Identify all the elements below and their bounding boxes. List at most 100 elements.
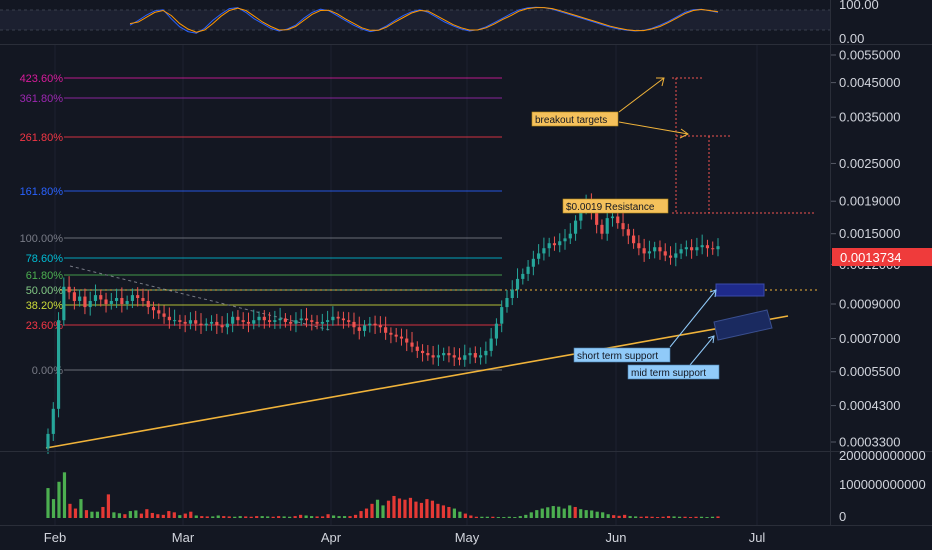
breakout-targets-label[interactable]: breakout targets: [531, 111, 619, 127]
fib-level-label: 50.00%: [26, 285, 64, 297]
volume-bar: [57, 481, 61, 518]
volume-bar: [650, 516, 654, 518]
stoch-series-line: [129, 7, 719, 33]
candle-body: [658, 247, 662, 252]
candle-body: [500, 307, 504, 324]
volume-bar: [392, 495, 396, 518]
last-price-value: 0.0013734: [840, 250, 901, 265]
candle-body: [67, 286, 71, 293]
candle-body: [336, 316, 340, 319]
price-tick-label: 0.0009000: [839, 296, 900, 311]
candle-body: [299, 318, 303, 321]
volume-bar: [161, 514, 165, 518]
candle-body: [151, 307, 156, 311]
volume-bar: [535, 510, 539, 518]
candle-body: [78, 296, 82, 301]
stoch-pane: 100.00 0.00: [0, 0, 879, 46]
candle-body: [220, 325, 224, 328]
volume-bar: [623, 514, 627, 518]
volume-bar: [277, 516, 281, 518]
candle-body: [183, 321, 187, 324]
candle-body: [315, 321, 319, 324]
volume-bar: [529, 512, 533, 518]
volume-bar: [425, 499, 429, 518]
fib-level-label: 78.60%: [26, 253, 64, 265]
candle-body: [178, 320, 182, 322]
volume-bar: [430, 500, 435, 518]
mid-term-support-label[interactable]: mid term support: [627, 364, 720, 380]
stoch-band: [0, 10, 830, 30]
volume-bar: [573, 506, 577, 518]
volume-pane: 200000000000 100000000000 0: [46, 448, 926, 524]
candle-body: [352, 321, 356, 328]
candle-body: [46, 433, 50, 449]
candle-body: [257, 316, 261, 321]
volume-bar: [266, 516, 270, 518]
candle-body: [415, 346, 419, 351]
candle-body: [141, 298, 145, 301]
fib-level-label: 61.80%: [26, 270, 64, 282]
candle-body: [663, 251, 667, 256]
volume-bar: [320, 516, 325, 518]
volume-bar: [331, 515, 336, 518]
price-tick-label: 0.0015000: [839, 226, 900, 241]
volume-bar: [584, 510, 588, 518]
short-term-support-zone[interactable]: [715, 283, 765, 297]
candle-body: [368, 323, 372, 326]
volume-bar: [683, 516, 687, 518]
volume-bar: [397, 498, 402, 518]
volume-bar: [128, 511, 132, 518]
fib-level-label: 361.80%: [20, 93, 64, 105]
candle-body: [526, 266, 530, 274]
candle-body: [246, 321, 251, 324]
volume-bar: [205, 516, 209, 518]
candle-body: [479, 355, 483, 358]
candle-body: [447, 353, 451, 356]
volume-bar: [156, 514, 160, 518]
fib-level-label: 161.80%: [20, 186, 64, 198]
candle-body: [215, 321, 219, 326]
ascending-trendline[interactable]: [45, 315, 789, 449]
volume-bar: [139, 513, 143, 518]
volume-bar: [95, 511, 100, 518]
support-arrows: [669, 289, 717, 366]
volume-bar: [222, 516, 226, 518]
candle-body: [51, 408, 55, 434]
volume-bar: [496, 517, 500, 518]
candle-body: [542, 248, 546, 254]
volume-bar: [359, 511, 363, 518]
candle-body: [431, 355, 435, 358]
volume-bar: [101, 506, 105, 518]
svg-text:mid term support: mid term support: [631, 368, 706, 379]
candle-body: [605, 218, 609, 234]
resistance-label[interactable]: $0.0019 Resistance: [562, 198, 669, 214]
volume-bar: [699, 516, 704, 518]
volume-bar: [304, 515, 308, 518]
volume-bar: [68, 503, 72, 518]
volume-bar: [326, 514, 330, 518]
volume-bar: [414, 501, 418, 518]
candle-body: [632, 235, 636, 244]
candle-body: [573, 220, 578, 234]
candle-body: [420, 350, 425, 354]
volume-bar: [634, 516, 638, 518]
price-tick-label: 0.0045000: [839, 75, 900, 90]
volume-bar: [244, 516, 248, 518]
fib-level-label: 100.00%: [20, 233, 64, 245]
volume-bar: [282, 516, 286, 518]
candle-body: [357, 327, 361, 331]
candle-body: [115, 298, 119, 301]
candle-body: [531, 258, 535, 267]
volume-bar: [260, 516, 264, 518]
short-term-support-label[interactable]: short term support: [573, 347, 671, 363]
mid-term-support-zone[interactable]: [713, 309, 773, 341]
volume-bar: [238, 516, 242, 518]
volume-bar: [51, 499, 56, 518]
candle-body: [104, 299, 108, 304]
candle-body: [510, 289, 514, 299]
candle-body: [146, 300, 150, 308]
candle-body: [304, 318, 309, 321]
candle-body: [700, 245, 704, 248]
